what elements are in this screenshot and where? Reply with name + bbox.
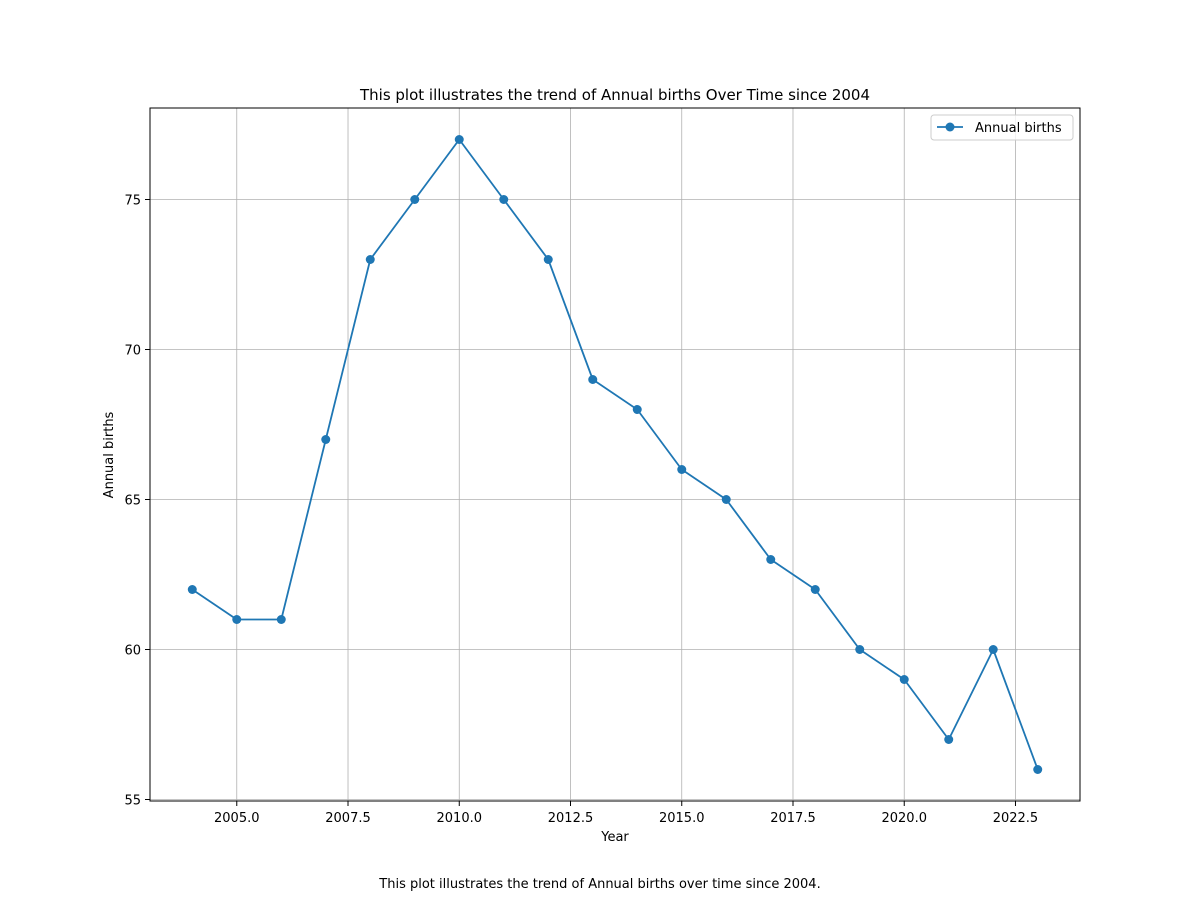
y-tick-label: 60 (124, 644, 141, 659)
data-point (632, 405, 642, 414)
x-tick-label: 2020.0 (881, 811, 927, 826)
x-axis-ticks: 2005.0 2007.5 2010.0 2012.5 2015.0 2017.5 2020… (214, 801, 1038, 826)
plot-frame (149, 107, 1081, 802)
x-tick-label: 2022.5 (993, 811, 1039, 826)
data-point (766, 555, 776, 564)
data-point (677, 465, 687, 474)
data-point (988, 645, 998, 654)
legend-box (930, 114, 1074, 141)
y-tick-label: 55 (124, 794, 141, 809)
data-point (410, 195, 420, 204)
grid-lines (150, 108, 1080, 801)
series-layer (187, 135, 1043, 774)
data-point (944, 735, 954, 744)
legend-marker-swatch (945, 122, 955, 132)
data-point (543, 255, 553, 264)
legend-label: Annual births (975, 121, 1062, 136)
legend: Annual births (930, 114, 1074, 141)
y-axis-label: Annual births (102, 411, 117, 498)
data-point (810, 585, 820, 594)
y-tick-label: 75 (124, 194, 141, 209)
data-point (1033, 765, 1043, 774)
data-point (721, 495, 731, 504)
chart-title: This plot illustrates the trend of Annua… (359, 86, 870, 104)
data-point (899, 675, 909, 684)
data-point (321, 435, 331, 444)
x-tick-label: 2012.5 (548, 811, 594, 826)
x-tick-label: 2017.5 (770, 811, 816, 826)
x-tick-label: 2015.0 (659, 811, 705, 826)
data-point (454, 135, 464, 144)
figure-caption: This plot illustrates the trend of Annua… (379, 877, 821, 892)
y-tick-label: 70 (124, 344, 141, 359)
y-tick-label: 65 (124, 494, 141, 509)
data-point (499, 195, 509, 204)
series-line (191, 138, 1039, 770)
data-point (276, 615, 286, 624)
y-axis-ticks: 55 60 65 70 75 (124, 194, 150, 809)
data-point (232, 615, 242, 624)
data-point (855, 645, 865, 654)
x-axis-label: Year (600, 830, 629, 845)
data-point (187, 585, 197, 594)
data-point (588, 375, 598, 384)
x-tick-label: 2010.0 (437, 811, 483, 826)
data-point (365, 255, 375, 264)
x-tick-label: 2005.0 (214, 811, 260, 826)
x-tick-label: 2007.5 (325, 811, 371, 826)
